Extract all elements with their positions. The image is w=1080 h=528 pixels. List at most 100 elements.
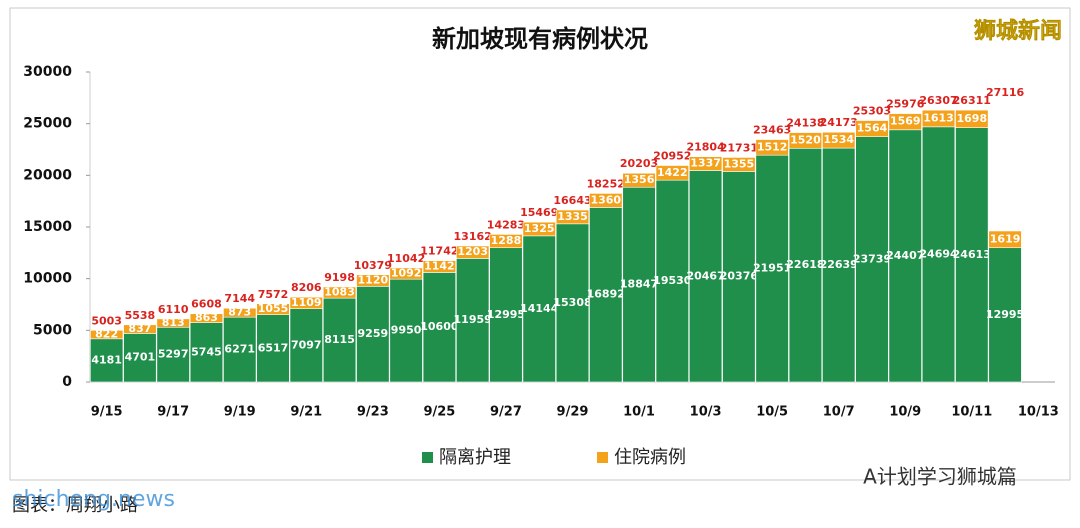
total-label: 20203 <box>620 157 658 170</box>
total-label: 7572 <box>258 288 289 301</box>
total-label: 26311 <box>953 94 991 107</box>
bar-segment <box>90 330 124 340</box>
x-tick-label: 9/15 <box>91 405 123 420</box>
bar-value-label: 1356 <box>624 173 655 186</box>
total-label: 7144 <box>224 292 255 305</box>
x-tick-label: 10/9 <box>889 405 921 420</box>
bar-value-label: 1613 <box>923 111 954 124</box>
account-name: A计划学习狮城篇 <box>863 465 1017 489</box>
bar-value-label: 1120 <box>358 274 389 287</box>
total-label: 6110 <box>158 303 189 316</box>
bar-segment <box>422 260 457 273</box>
bar-value-label: 12995 <box>487 308 525 321</box>
caption: 图表：周翔小路 <box>12 495 138 516</box>
bar-segment <box>688 156 723 171</box>
bar-segment <box>755 139 789 156</box>
total-label: 16643 <box>553 194 591 207</box>
bar-value-label: 813 <box>162 316 185 329</box>
x-tick-label: 9/25 <box>423 405 455 420</box>
bar-value-label: 1092 <box>391 267 422 280</box>
total-label: 6608 <box>191 298 222 311</box>
bar-value-label: 24613 <box>953 248 991 261</box>
bar-segment <box>855 120 889 137</box>
bar-value-label: 6271 <box>224 343 255 356</box>
bar-segment <box>921 109 956 128</box>
bar-value-label: 1355 <box>724 157 755 170</box>
total-label: 8206 <box>291 281 322 294</box>
bar-segment <box>90 338 124 383</box>
bar-segment <box>822 131 856 149</box>
x-tick-label: 9/29 <box>557 405 589 420</box>
bar-segment <box>522 221 556 237</box>
bar-segment <box>322 297 357 383</box>
bar-segment <box>555 223 590 383</box>
bar-value-label: 1288 <box>491 234 522 247</box>
bar-value-label: 873 <box>228 306 251 319</box>
bar-segment <box>456 258 490 383</box>
bar-segment <box>189 313 224 323</box>
bar-value-label: 1569 <box>890 115 921 128</box>
x-tick-label: 10/3 <box>690 405 722 420</box>
total-label: 23463 <box>753 124 791 137</box>
bar-segment <box>489 234 523 249</box>
x-tick-label: 10/7 <box>823 405 855 420</box>
bar-segment <box>655 179 689 383</box>
bar-value-label: 1619 <box>990 232 1021 245</box>
bar-segment <box>888 113 922 131</box>
total-label: 5538 <box>125 309 156 322</box>
bar-segment <box>322 286 357 299</box>
total-label: 15469 <box>520 206 558 219</box>
total-label: 9198 <box>324 271 355 284</box>
bar-value-label: 5745 <box>191 345 222 358</box>
y-tick-label: 30000 <box>23 64 72 80</box>
bar-value-label: 14144 <box>520 302 559 315</box>
bar-segment <box>955 109 989 128</box>
total-label: 24138 <box>786 117 824 130</box>
legend-swatch <box>422 452 433 463</box>
x-tick-label: 10/1 <box>623 405 655 420</box>
bar-segment <box>256 314 290 383</box>
x-tick-label: 10/5 <box>756 405 788 420</box>
bar-value-label: 22639 <box>820 258 858 271</box>
bar-value-label: 1520 <box>790 133 821 146</box>
bar-value-label: 1698 <box>956 112 987 125</box>
bar-segment <box>655 165 689 181</box>
bar-value-label: 1325 <box>524 222 555 235</box>
bar-segment <box>489 247 523 383</box>
x-tick-label: 9/21 <box>290 405 322 420</box>
bar-segment <box>622 186 656 383</box>
bar-segment <box>422 272 457 383</box>
bar-value-label: 22618 <box>786 258 824 271</box>
bar-segment <box>522 235 556 383</box>
bar-value-label: 8115 <box>324 333 355 346</box>
total-label: 26307 <box>919 94 957 107</box>
bar-value-label: 19530 <box>653 274 692 287</box>
bar-value-label: 1142 <box>424 260 455 273</box>
bar-value-label: 20376 <box>720 270 759 283</box>
bar-value-label: 822 <box>95 328 118 341</box>
bar-segment <box>988 230 1022 249</box>
bar-value-label: 1512 <box>757 140 788 153</box>
total-label: 10379 <box>354 259 392 272</box>
bar-value-label: 16892 <box>587 288 625 301</box>
bar-segment <box>788 132 823 149</box>
total-label: 11042 <box>387 252 425 265</box>
bar-value-label: 1422 <box>657 166 688 179</box>
y-tick-label: 20000 <box>23 167 72 183</box>
bar-segment <box>855 136 889 383</box>
bar-segment <box>589 193 623 208</box>
y-tick-label: 10000 <box>23 271 72 287</box>
bar-segment <box>622 172 656 188</box>
total-label: 20952 <box>653 149 691 162</box>
y-tick-label: 15000 <box>23 219 72 235</box>
total-label: 13162 <box>454 230 492 243</box>
bar-segment <box>389 267 423 280</box>
bar-value-label: 837 <box>128 322 151 335</box>
bar-value-label: 1335 <box>557 210 588 223</box>
x-tick-label: 9/17 <box>157 405 189 420</box>
bar-value-label: 24694 <box>919 247 958 260</box>
total-label: 25303 <box>853 105 891 118</box>
bar-segment <box>256 303 290 315</box>
bar-value-label: 4701 <box>125 351 156 364</box>
